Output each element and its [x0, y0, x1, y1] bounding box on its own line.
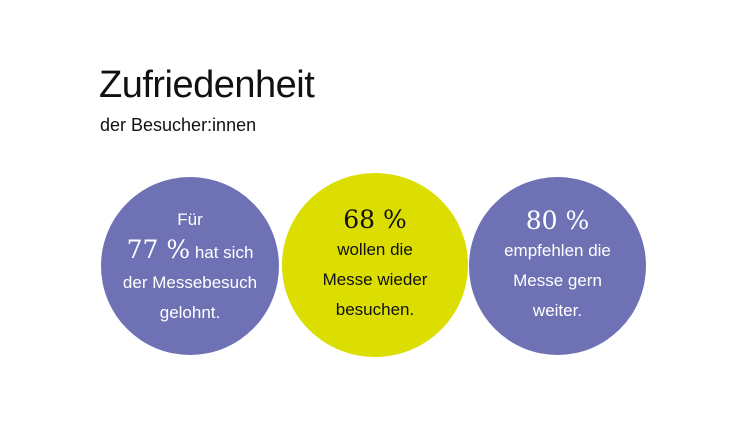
stat-text: Messe gern: [513, 271, 602, 290]
stat-text: der Messebesuch: [122, 272, 258, 292]
page-title: Zufriedenheit: [99, 64, 315, 106]
stat-text: empfehlen die: [504, 241, 611, 260]
stat-text: weiter.: [532, 301, 583, 320]
stat-pre: Für: [177, 209, 203, 229]
stat-circle-recommend: 80 % empfehlen die Messe gern weiter.: [469, 177, 646, 355]
stat-value: 80 %: [525, 206, 590, 235]
stat-circle-recommend-worth: Für 77 % hat sich der Messebesuch gelohn…: [101, 177, 279, 355]
stat-text: wollen die: [337, 240, 413, 259]
stat-value: 77 %: [126, 234, 191, 264]
stat-line: 77 % hat sich: [127, 235, 254, 268]
stat-text: Messe wieder: [322, 270, 428, 289]
stat-text: gelohnt.: [159, 302, 221, 322]
stat-text: hat sich: [194, 242, 254, 262]
stat-circle-return: 68 % wollen die Messe wieder besuchen.: [282, 173, 468, 357]
page-subtitle: der Besucher:innen: [100, 115, 257, 135]
stat-value: 68 %: [343, 205, 407, 234]
stat-text: besuchen.: [335, 300, 415, 319]
